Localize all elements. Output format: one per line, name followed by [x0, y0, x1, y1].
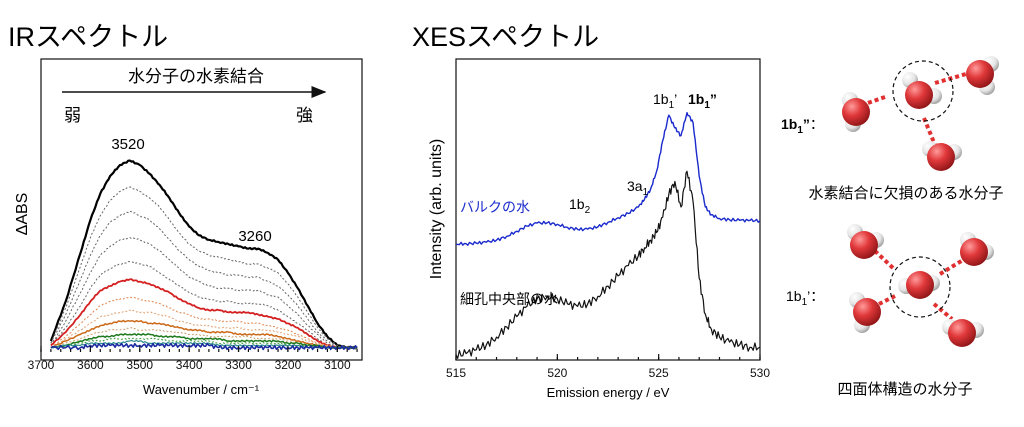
xes-x-ticks: 515 520 525 530 — [446, 354, 770, 380]
xes-y-axis-label: Intensity (arb. units) — [428, 139, 445, 280]
ir-series-line — [49, 159, 358, 350]
xes-x-tick-label: 520 — [547, 366, 567, 380]
ir-x-tick-label: 3100 — [324, 358, 351, 372]
oxygen-atom — [905, 81, 933, 109]
ir-x-tick-label: 3200 — [275, 358, 302, 372]
oxygen-atom — [850, 231, 878, 259]
hbond-line — [878, 294, 896, 306]
xes-plot-frame — [455, 58, 761, 361]
schematic-top: 1b1”： 水素結合に欠損のある水分子 — [781, 56, 1004, 202]
schematic-bottom-label: 1b1’： — [786, 288, 824, 308]
hbond-line — [932, 302, 954, 321]
ir-series-line — [50, 210, 358, 349]
water-molecule-central — [898, 271, 940, 299]
xes-panel-title: XESスペクトル — [412, 22, 599, 52]
ir-x-tick-label: 3300 — [225, 358, 252, 372]
ir-series-line — [50, 342, 358, 351]
hbond-line — [938, 258, 965, 276]
ir-series-line — [50, 319, 358, 350]
water-molecule-central — [902, 72, 942, 109]
xes-bulk-water-label: バルクの水 — [460, 199, 530, 215]
ir-series-line — [50, 296, 358, 349]
xes-chart: 515 520 525 530 Intensity (arb. units) Emis… — [428, 58, 770, 400]
water-molecule — [942, 319, 984, 347]
oxygen-atom — [948, 319, 976, 347]
xes-x-tick-label: 525 — [649, 366, 669, 380]
ir-series-line — [50, 261, 358, 349]
ir-x-tick-label: 3400 — [176, 358, 203, 372]
oxygen-atom — [853, 298, 881, 326]
schematic-bottom-caption: 四面体構造の水分子 — [837, 381, 972, 398]
xes-x-tick-label: 515 — [446, 366, 466, 380]
oxygen-atom — [966, 60, 994, 88]
oxygen-atom — [927, 143, 955, 171]
oxygen-atom — [960, 238, 988, 266]
ir-x-ticks: 3700 3600 3500 3400 3300 3200 3100 — [28, 346, 358, 372]
water-molecule — [842, 92, 870, 132]
schematic-top-label: 1b1”： — [781, 116, 824, 136]
schematic-top-caption: 水素結合に欠損のある水分子 — [808, 185, 1003, 202]
ir-series-line — [50, 309, 358, 349]
ir-x-tick-label: 3700 — [28, 358, 55, 372]
ir-peak-3260-label: 3260 — [238, 228, 271, 245]
central-molecule-circle — [889, 256, 951, 318]
hbond-line — [873, 249, 895, 270]
ir-series-line — [50, 237, 358, 349]
xes-x-axis-label: Emission energy / eV — [547, 385, 670, 400]
ir-y-axis-label: ΔABS — [14, 193, 31, 236]
xes-series-group — [455, 112, 761, 359]
ir-x-axis-label: Wavenumber / cm⁻¹ — [143, 382, 260, 397]
water-molecule — [960, 232, 994, 266]
ir-strong-label: 強 — [296, 106, 313, 125]
ir-arrow-label: 水分子の水素結合 — [128, 67, 264, 86]
ir-series-line — [50, 278, 358, 350]
hbond-line — [864, 95, 886, 106]
xes-peak-1b1-prime-label: 1b1’ — [653, 91, 677, 111]
water-molecule — [849, 292, 881, 333]
ir-chart: 3700 3600 3500 3400 3300 3200 3100 水分子の水素結合 弱 … — [14, 58, 363, 397]
water-molecule — [922, 141, 962, 171]
ir-x-tick-label: 3600 — [77, 358, 104, 372]
xes-peak-3a1-label: 3a1 — [627, 178, 649, 198]
ir-plot-frame — [40, 58, 363, 361]
xes-series-line — [455, 112, 761, 246]
xes-x-tick-label: 530 — [750, 366, 770, 380]
ir-weak-label: 弱 — [64, 106, 81, 125]
water-molecule — [966, 56, 999, 95]
ir-peak-3520-label: 3520 — [111, 136, 144, 153]
xes-series-line — [455, 170, 761, 359]
central-molecule-circle — [892, 60, 954, 122]
xes-peak-1b2-label: 1b2 — [569, 196, 591, 216]
oxygen-atom — [906, 271, 934, 299]
oxygen-atom — [842, 98, 870, 126]
ir-series-line — [50, 337, 358, 349]
water-molecule — [847, 224, 884, 259]
xes-peak-1b1-double-prime-label: 1b1” — [688, 91, 717, 111]
ir-x-tick-label: 3500 — [126, 358, 153, 372]
ir-panel-title: IRスペクトル — [8, 22, 168, 52]
schematic-bottom: 1b1’： 四面体構造の水分 — [786, 224, 994, 398]
ir-series-group — [49, 159, 358, 351]
hbond-line — [922, 117, 937, 146]
xes-pore-water-label: 細孔中央部の水 — [460, 291, 558, 307]
